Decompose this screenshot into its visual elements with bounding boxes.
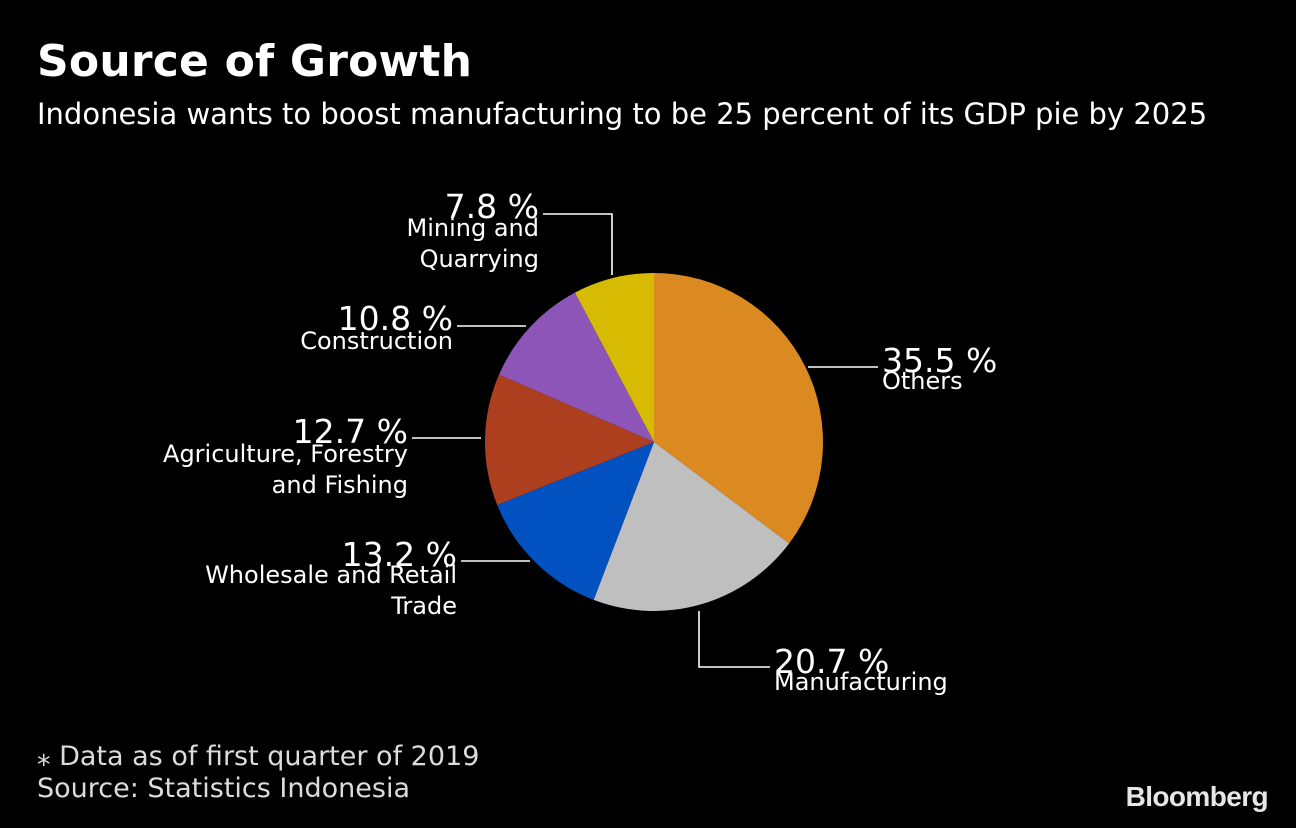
slice-value-label-5: 7.8 %	[445, 187, 539, 226]
slice-category-label-2-0: Wholesale and Retail	[205, 561, 457, 589]
slice-category-label-2-1: Trade	[390, 592, 457, 620]
pie-slice-3	[484, 374, 654, 506]
slice-value-label-3: 12.7 %	[293, 412, 408, 451]
slice-category-label-3-1: and Fishing	[272, 471, 408, 499]
slice-category-label-4-0: Construction	[300, 327, 453, 355]
slice-value-label-4: 10.8 %	[338, 299, 453, 338]
slice-value-label-0: 35.5 %	[882, 341, 997, 380]
pie-slice-0	[654, 273, 824, 544]
slice-category-label-5-1: Quarrying	[420, 245, 539, 273]
pie-slice-4	[499, 292, 654, 442]
chart-title: Source of Growth	[37, 36, 473, 87]
bloomberg-logo: Bloomberg	[1125, 781, 1269, 812]
chart-subtitle: Indonesia wants to boost manufacturing t…	[37, 97, 1208, 131]
slice-category-label-3-0: Agriculture, Forestry	[163, 440, 408, 468]
pie-slice-1	[593, 442, 790, 612]
footnote-note: ⁎ Data as of first quarter of 2019	[37, 741, 480, 772]
slice-value-label-2: 13.2 %	[342, 535, 457, 574]
footnote-source: Source: Statistics Indonesia	[37, 773, 410, 804]
pie-slice-2	[497, 442, 654, 600]
slice-category-label-0-0: Others	[882, 367, 963, 395]
slice-category-label-5-0: Mining and	[407, 214, 539, 242]
pie-slice-5	[574, 273, 654, 442]
leader-line-5	[543, 213, 613, 275]
slice-category-label-1-0: Manufacturing	[774, 668, 948, 696]
slice-value-label-1: 20.7 %	[774, 642, 889, 681]
leader-line-1	[698, 611, 770, 668]
